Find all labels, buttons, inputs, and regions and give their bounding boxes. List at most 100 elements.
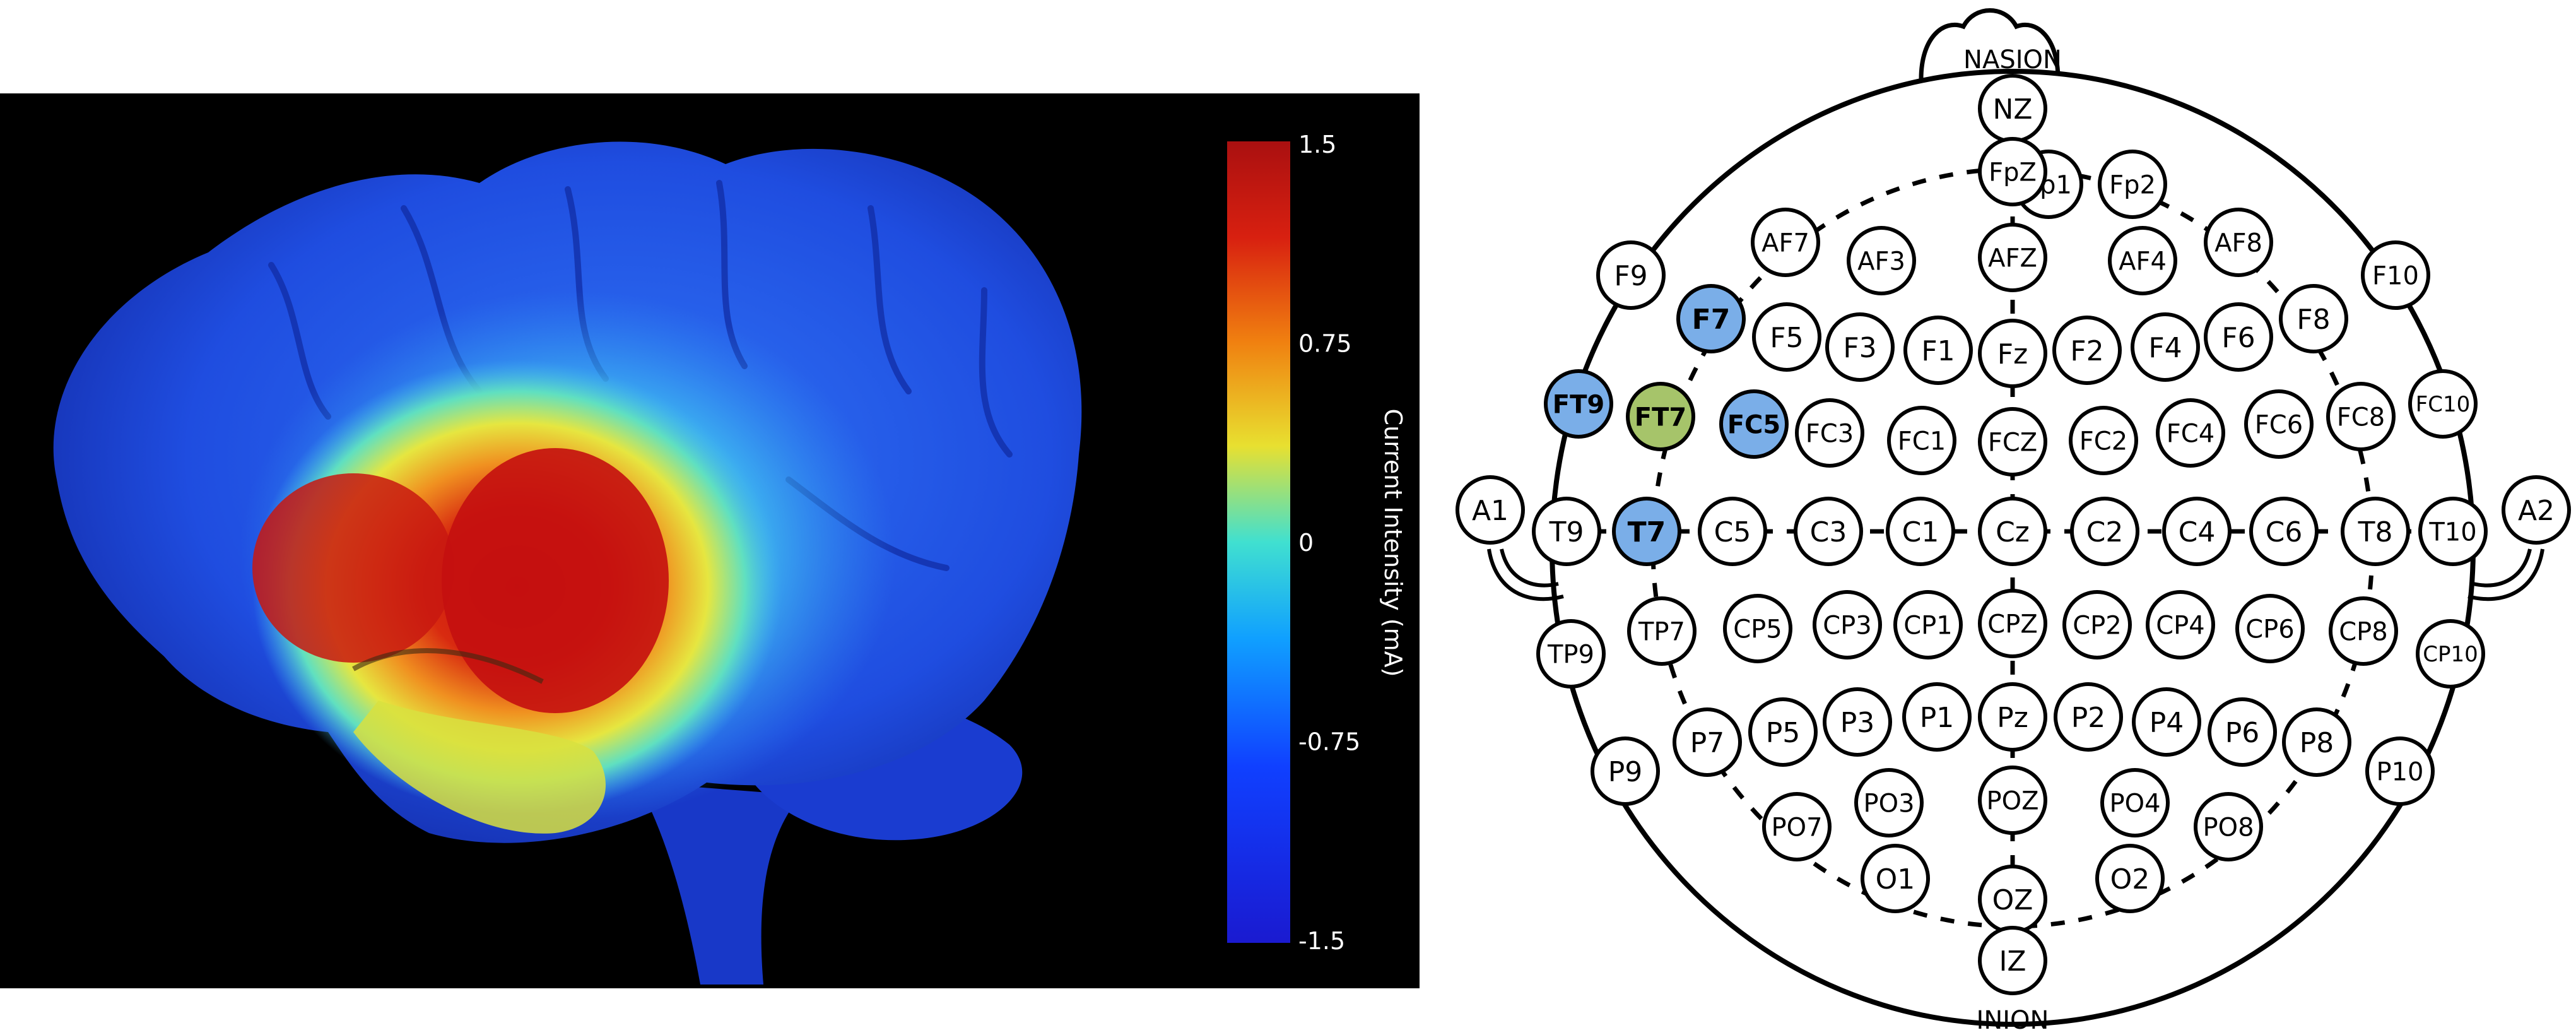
electrode-label: P3 <box>1840 707 1875 739</box>
electrode-marker <box>1847 226 1916 295</box>
electrode-fc2: FC2 <box>2069 406 2138 475</box>
electrode-f7: F7 <box>1676 284 1746 353</box>
electrode-label: C6 <box>2266 516 2303 548</box>
electrode-label: F8 <box>2297 304 2330 336</box>
electrode-marker <box>1978 926 2047 995</box>
electrode-t9: T9 <box>1532 497 1601 566</box>
electrode-p8: P8 <box>2282 707 2351 777</box>
electrode-marker <box>1612 497 1681 566</box>
electrode-f6: F6 <box>2204 302 2273 372</box>
electrode-p7: P7 <box>1673 707 1742 777</box>
electrode-p10: P10 <box>2365 736 2435 806</box>
electrode-label: F4 <box>2148 332 2182 364</box>
electrode-label: NZ <box>1992 93 2032 126</box>
electrode-label: C2 <box>2086 516 2124 548</box>
electrode-label: PO8 <box>2203 813 2254 842</box>
electrode-marker <box>1978 682 2047 752</box>
electrode-f1: F1 <box>1903 316 1973 385</box>
colorbar-tick-label: -0.75 <box>1298 728 1360 756</box>
electrode-label: P5 <box>1766 717 1801 749</box>
electrode-label: C3 <box>1810 516 1847 548</box>
electrode-marker <box>2244 389 2314 459</box>
electrode-fc8: FC8 <box>2326 382 2396 451</box>
electrode-marker <box>2249 497 2319 566</box>
electrode-label: F9 <box>1614 260 1647 292</box>
electrode-label: F1 <box>1921 335 1955 367</box>
electrode-marker <box>1795 398 1864 468</box>
electrode-marker <box>1627 596 1697 666</box>
electrode-marker <box>1813 590 1882 659</box>
electrode-marker <box>2146 590 2215 659</box>
electrode-marker <box>2194 792 2263 861</box>
electrode-label: T10 <box>2428 518 2476 547</box>
electrode-fc3: FC3 <box>1795 398 1864 468</box>
electrode-marker <box>1978 766 2047 835</box>
electrode-marker <box>2329 596 2398 666</box>
electrode-marker <box>1794 497 1863 566</box>
electrode-a2: A2 <box>2502 475 2571 545</box>
electrode-marker <box>1978 137 2047 206</box>
electrode-marker <box>2279 284 2348 353</box>
electrode-marker <box>2095 844 2165 913</box>
electrode-tp7: TP7 <box>1627 596 1697 666</box>
electrode-marker <box>1978 319 2047 388</box>
electrode-cp2: CP2 <box>2062 590 2132 659</box>
electrode-label: P4 <box>2150 707 2184 739</box>
colorbar-tick-label: -1.5 <box>1298 927 1345 955</box>
electrode-label: F3 <box>1843 332 1876 364</box>
electrode-c4: C4 <box>2162 497 2232 566</box>
electrode-af8: AF8 <box>2204 208 2273 277</box>
electrode-cp3: CP3 <box>1813 590 1882 659</box>
electrode-label: Fz <box>1997 338 2028 370</box>
electrode-label: T7 <box>1628 516 1666 548</box>
electrode-label: O1 <box>1876 863 1915 896</box>
electrode-label: AF8 <box>2214 228 2262 257</box>
temporal-lobe <box>353 701 606 834</box>
electrode-marker <box>1698 497 1767 566</box>
electrode-label: FC10 <box>2416 392 2471 417</box>
electrode-cp6: CP6 <box>2235 594 2305 663</box>
electrode-fc10: FC10 <box>2408 369 2478 439</box>
electrode-marker <box>2054 682 2123 752</box>
electrode-p6: P6 <box>2208 697 2277 767</box>
electrode-label: A1 <box>1472 495 1509 527</box>
electrode-label: C5 <box>1714 516 1751 548</box>
electrode-oz: OZ <box>1978 865 2047 934</box>
electrode-marker <box>2069 406 2138 475</box>
electrode-poz: POZ <box>1978 766 2047 835</box>
electrode-marker <box>2108 226 2177 295</box>
electrode-marker <box>2341 497 2410 566</box>
electrode-marker <box>1978 497 2047 566</box>
electrode-label: FT7 <box>1635 403 1686 432</box>
right-ear-arc <box>2467 548 2544 601</box>
electrode-po8: PO8 <box>2194 792 2263 861</box>
electrode-label: CP2 <box>2073 611 2122 640</box>
electrode-cz: Cz <box>1978 497 2047 566</box>
electrode-marker <box>1626 382 1695 451</box>
electrode-label: Pz <box>1997 702 2028 734</box>
colorbar-title: Current Intensity (mA) <box>1379 409 1407 677</box>
electrode-marker <box>1861 844 1930 913</box>
electrode-label: TP7 <box>1638 617 1685 646</box>
electrode-label: T9 <box>1549 516 1584 548</box>
electrode-c6: C6 <box>2249 497 2319 566</box>
electrode-afz: AFZ <box>1978 223 2047 292</box>
electrode-label: TP9 <box>1547 640 1594 669</box>
electrode-label: AF3 <box>1857 247 1905 276</box>
electrode-iz: IZ <box>1978 926 2047 995</box>
electrode-label: FC3 <box>1806 419 1854 448</box>
electrode-marker <box>1723 594 1792 663</box>
electrode-label: A2 <box>2518 495 2555 527</box>
electrode-label: CP10 <box>2423 642 2478 667</box>
colorbar-tick-label: 1.5 <box>1298 131 1336 158</box>
electrode-c2: C2 <box>2070 497 2139 566</box>
electrode-marker <box>2156 398 2225 468</box>
electrode-marker <box>2132 687 2201 757</box>
electrode-label: FCZ <box>1988 428 2037 457</box>
electrode-c1: C1 <box>1886 497 1955 566</box>
electrode-label: F5 <box>1770 322 1803 354</box>
electrode-po7: PO7 <box>1762 792 1832 861</box>
electrode-marker <box>2098 150 2167 219</box>
electrode-label: FC6 <box>2255 410 2303 439</box>
